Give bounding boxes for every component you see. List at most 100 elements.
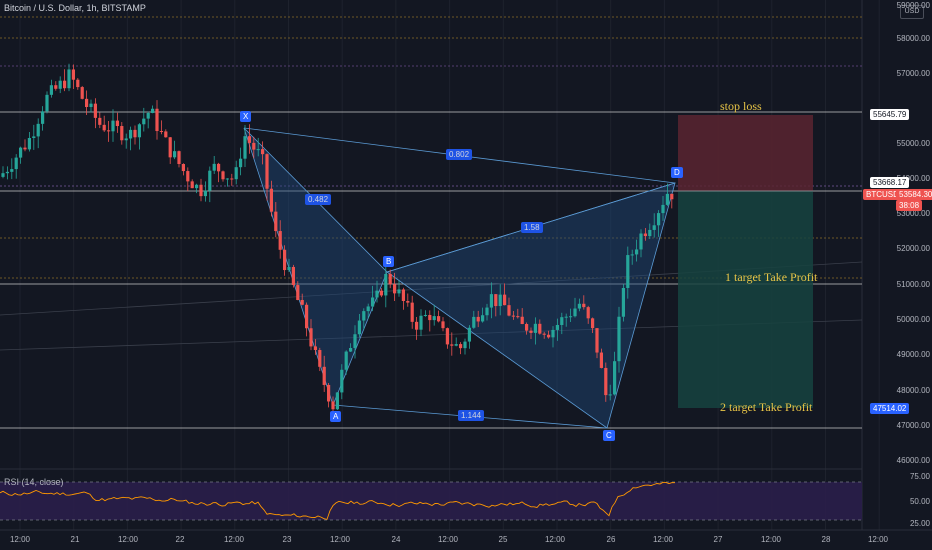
candle-body: [445, 328, 449, 345]
candle-body: [102, 124, 106, 131]
time-axis-label: 24: [391, 535, 401, 544]
candle-body: [234, 167, 238, 180]
candle-body: [371, 297, 375, 307]
candle-body: [635, 249, 639, 255]
time-axis-label: 22: [175, 535, 185, 544]
pattern-point-b: B: [383, 256, 395, 267]
candle-body: [23, 147, 27, 150]
stop-loss-zone: [678, 115, 813, 191]
pattern-point-a: A: [330, 411, 342, 422]
candle-body: [547, 334, 551, 338]
candle-body: [5, 171, 9, 174]
candle-body: [344, 351, 348, 370]
candle-body: [199, 184, 203, 197]
candle-body: [151, 108, 155, 113]
time-axis-label: 12:00: [329, 535, 351, 544]
time-axis-label: 12:00: [437, 535, 459, 544]
take-profit-zone: [678, 191, 813, 408]
candle-body: [591, 318, 595, 329]
candle-body: [516, 316, 520, 318]
candle-body: [551, 329, 555, 338]
candle-body: [146, 112, 150, 119]
candle-body: [225, 178, 229, 180]
candle-body: [538, 323, 542, 334]
candle-body: [256, 149, 260, 151]
candle-body: [67, 69, 71, 89]
candle-body: [639, 233, 643, 250]
candle-body: [617, 316, 621, 362]
candle-body: [665, 193, 669, 205]
candle-body: [569, 316, 573, 318]
time-axis-label: 12:00: [9, 535, 31, 544]
time-axis-label: 28: [821, 535, 831, 544]
candle-body: [335, 392, 339, 410]
candle-body: [577, 303, 581, 309]
candle-body: [230, 178, 234, 180]
rsi-legend: RSI (14, close): [4, 477, 64, 487]
candle-body: [107, 130, 111, 132]
candle-body: [63, 80, 67, 89]
candle-body: [243, 136, 247, 159]
candle-body: [309, 328, 313, 347]
candle-body: [481, 315, 485, 322]
candle-body: [10, 169, 14, 172]
price-axis-label: 58000.00: [896, 34, 930, 43]
candle-body: [406, 301, 410, 303]
pattern-point-d: D: [671, 167, 683, 178]
candle-body: [463, 341, 467, 349]
price-axis-label: 48000.00: [896, 386, 930, 395]
candle-body: [252, 142, 256, 150]
candle-body: [441, 321, 445, 329]
candle-body: [212, 163, 216, 171]
candle-body: [643, 233, 647, 237]
candle-body: [498, 294, 502, 307]
time-axis-label: 27: [713, 535, 723, 544]
candle-body: [670, 193, 674, 200]
candle-body: [287, 266, 291, 271]
price-axis-label: 54000.00: [896, 174, 930, 183]
time-axis-label: 21: [70, 535, 80, 544]
target2-label: 2 target Take Profit: [720, 400, 813, 414]
price-tag-target: 47514.02: [870, 403, 910, 414]
rsi-line: [0, 481, 676, 520]
candle-body: [58, 80, 62, 89]
ratio-label-xd: 0.802: [446, 149, 473, 160]
candle-body: [349, 347, 353, 352]
candle-body: [529, 330, 533, 333]
candle-body: [313, 346, 317, 351]
countdown-tag: 38:08: [896, 200, 923, 211]
ratio-label-xab: 0.482: [305, 194, 332, 205]
chart-legend-title: Bitcoin / U.S. Dollar, 1h, BITSTAMP: [4, 3, 146, 13]
time-axis-label: 12:00: [544, 535, 566, 544]
rsi-axis-label: 25.00: [909, 519, 930, 528]
candle-body: [525, 324, 529, 331]
candle-body: [476, 316, 480, 322]
candle-body: [54, 85, 58, 89]
candle-body: [507, 305, 511, 316]
candle-body: [661, 204, 665, 214]
currency-badge[interactable]: USD: [900, 5, 924, 19]
candle-body: [36, 123, 40, 137]
price-axis-label: 57000.00: [896, 69, 930, 78]
candle-body: [41, 111, 45, 124]
candle-body: [269, 188, 273, 212]
candle-body: [278, 231, 282, 250]
price-axis-label: 59000.00: [896, 1, 930, 10]
candle-body: [472, 316, 476, 328]
candle-body: [19, 147, 23, 158]
candle-body: [247, 136, 251, 143]
candle-body: [89, 103, 93, 107]
candle-body: [49, 85, 53, 95]
candle-body: [648, 229, 652, 237]
candle-body: [432, 316, 436, 321]
pattern-point-c: C: [603, 430, 615, 441]
candle-body: [511, 315, 515, 317]
candle-body: [181, 164, 185, 172]
candle-body: [599, 352, 603, 368]
candle-body: [305, 304, 309, 329]
candle-body: [217, 163, 221, 172]
ratio-label-bd: 1.58: [521, 222, 543, 233]
stop-loss-label: stop loss: [720, 99, 762, 113]
time-axis-label: 12:00: [117, 535, 139, 544]
